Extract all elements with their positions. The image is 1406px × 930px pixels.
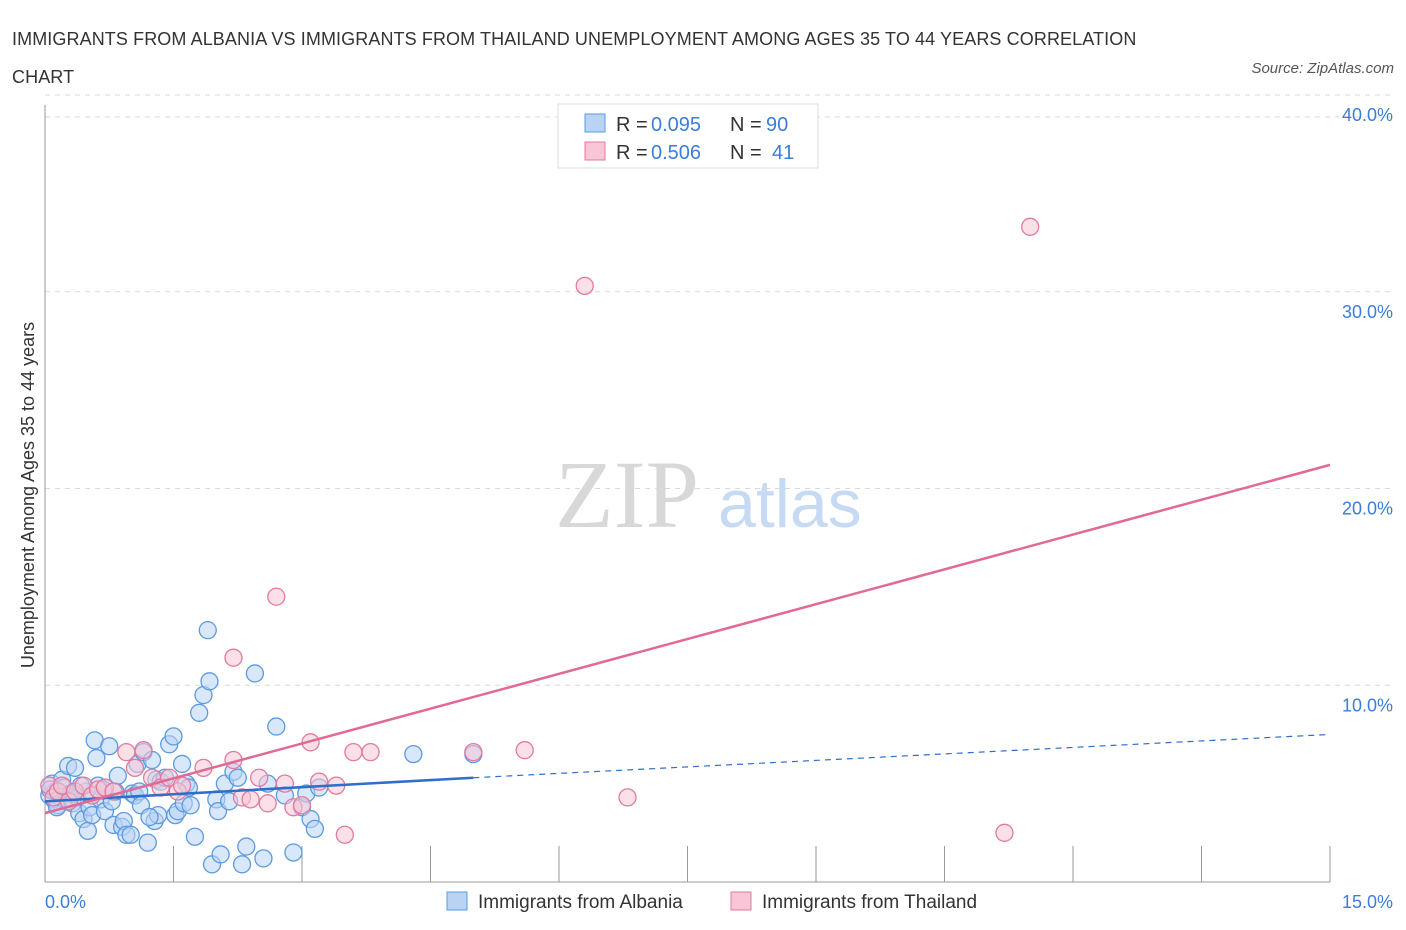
albania-point [138,833,157,852]
legend-swatch-albania[interactable] [446,891,468,911]
legend-label-thailand[interactable]: Immigrants from Thailand [762,892,977,913]
thailand-point [267,587,286,606]
stats-legend-swatch-albania [584,113,606,133]
albania-point [181,796,200,815]
albania-point [284,843,303,862]
albania-point [232,855,252,874]
albania-point [140,807,159,827]
grid-lines [45,94,1395,686]
stats-n-thailand: 41 [772,142,794,164]
thailand-point [292,796,312,815]
albania-point [211,845,230,864]
albania-point [185,827,205,846]
legend-swatch-thailand[interactable] [730,891,752,911]
thailand-point [1021,217,1040,236]
albania-point [254,849,273,868]
stats-r-albania: 0.095 [651,114,701,136]
albania-point [172,754,192,774]
thailand-point [134,741,153,760]
thailand-point [995,823,1014,842]
albania-point [78,821,97,840]
thailand-point [344,742,363,762]
albania-point [267,717,286,736]
thailand-trend-line [44,463,1331,815]
albania-point [237,837,256,856]
chart-title: IMMIGRANTS FROM ALBANIA VS IMMIGRANTS FR… [12,29,1137,87]
y-tick-label: 40.0% [1342,105,1393,125]
albania-point [121,825,140,844]
thailand-point [241,790,260,809]
y-tick-label: 10.0% [1342,695,1393,715]
x-tick-label-max: 15.0% [1342,892,1393,912]
albania-point [200,672,219,691]
stats-n-albania: 90 [766,114,788,136]
albania-point [245,664,265,683]
y-tick-label: 20.0% [1342,499,1393,519]
thailand-point [224,648,243,667]
stats-n-label-albania: N = [730,114,762,136]
albania-point [87,748,106,768]
thailand-point [125,758,145,778]
thailand-point [464,742,483,762]
y-tick-label: 30.0% [1342,302,1393,322]
x-ticks [173,846,1331,882]
series-legend: Immigrants from Albania Immigrants from … [446,891,977,913]
stats-n-label-thailand: N = [730,142,762,164]
albania-point [190,703,209,722]
albania-point [164,727,183,746]
albania-point [65,758,85,778]
albania-points [40,621,483,874]
x-tick-label-min: 0.0% [45,892,86,912]
thailand-point [515,741,534,760]
y-axis-label: Unemployment Among Ages 35 to 44 years [18,322,38,668]
thailand-points [40,217,1040,844]
thailand-point [250,768,269,787]
svg-text:R = 0.506 N =: R = 0.506 N = 41 [616,142,794,164]
stats-r-label-albania: R = [616,114,648,136]
stats-legend-swatch-thailand [584,141,606,161]
watermark-zip: ZIP [555,441,699,548]
source-credit: Source: ZipAtlas.com [1251,60,1394,77]
thailand-point [258,794,277,813]
stats-r-label-thailand: R = [616,142,648,164]
svg-text:R = 0.095 N =: R = 0.095 N = 90 [616,114,788,136]
albania-point [305,819,325,839]
thailand-point [335,825,354,844]
thailand-point [172,776,192,795]
stats-legend: R = 0.095 N = 90 R = 0.506 N = 41 [557,103,819,169]
albania-trend-extension [473,733,1331,779]
thailand-point [117,742,136,762]
y-tick-labels: 10.0% 20.0% 30.0% 40.0% [1342,105,1393,715]
albania-point [228,768,247,787]
stats-r-thailand: 0.506 [651,142,701,164]
legend-label-albania[interactable]: Immigrants from Albania [478,892,683,913]
thailand-point [618,788,637,807]
thailand-point [361,742,380,762]
albania-trend-line [44,776,474,803]
albania-point [100,737,119,756]
albania-point [198,621,217,640]
albania-point [404,744,423,764]
watermark-atlas: atlas [718,466,862,542]
thailand-point [575,276,594,295]
trend-lines [44,463,1331,815]
